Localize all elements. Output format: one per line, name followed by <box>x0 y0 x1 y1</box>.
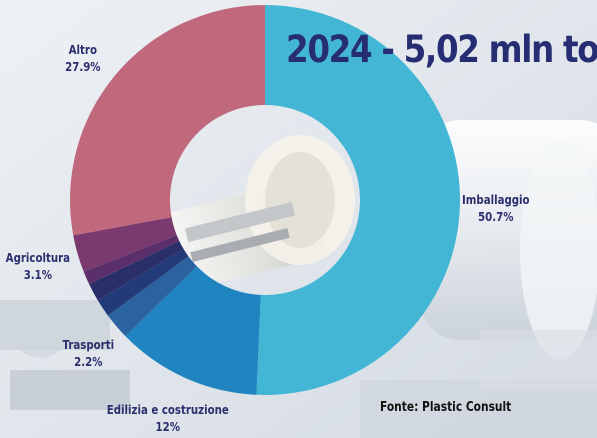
slice-edilizia-e-costruzione <box>125 266 261 395</box>
label-trasporti: Trasporti 2.2% <box>63 337 115 371</box>
label-edilizia: Edilizia e costruzione 12% <box>107 402 229 436</box>
slice-agricoltura <box>73 217 177 272</box>
source-note: Fonte: Plastic Consult <box>380 400 512 415</box>
slice-unlabeled-1 <box>97 248 189 316</box>
label-imballaggio: Imballaggio 50.7% <box>462 192 530 226</box>
label-agricoltura-name: Agricoltura <box>5 251 71 265</box>
label-imballaggio-value: 50.7% <box>478 210 514 224</box>
slice-unlabeled-3 <box>83 234 180 285</box>
label-agricoltura: Agricoltura 3.1% <box>6 250 70 284</box>
slice-altro <box>70 5 265 236</box>
slice-unlabeled-2 <box>89 240 184 301</box>
label-imballaggio-name: Imballaggio <box>461 193 530 207</box>
slice-trasporti <box>107 256 197 337</box>
label-trasporti-name: Trasporti <box>62 338 115 352</box>
label-altro: Altro 27.9% <box>65 42 100 76</box>
label-altro-value: 27.9% <box>65 60 101 74</box>
slice-imballaggio <box>256 5 460 395</box>
label-agricoltura-value: 3.1% <box>23 268 52 282</box>
label-edilizia-name: Edilizia e costruzione <box>106 403 229 417</box>
chart-title: 2024 - 5,02 mln ton <box>286 28 597 71</box>
label-edilizia-value: 12% <box>155 420 180 434</box>
label-trasporti-value: 2.2% <box>74 355 103 369</box>
label-altro-name: Altro <box>68 43 97 57</box>
